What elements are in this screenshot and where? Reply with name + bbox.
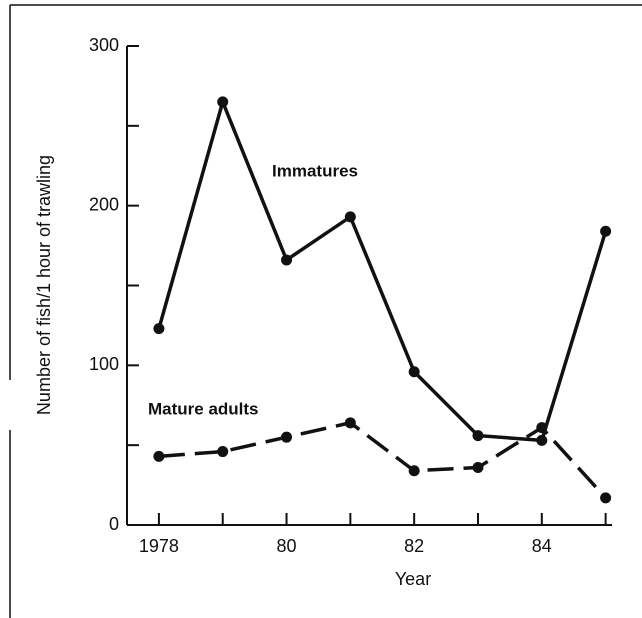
y-tick-label: 100 [89, 354, 119, 374]
data-point [600, 492, 612, 504]
series-line [157, 96, 608, 443]
data-point [281, 431, 293, 443]
x-tick-label: 84 [532, 536, 552, 556]
data-point [472, 430, 484, 442]
data-point [600, 225, 612, 237]
y-tick-label: 200 [89, 194, 119, 214]
x-tick-label: 82 [404, 536, 424, 556]
y-axis-label: Number of fish/1 hour of trawling [34, 155, 54, 415]
x-tick-label: 1978 [139, 536, 179, 556]
y-tick-label: 0 [109, 514, 119, 534]
data-point [281, 254, 293, 266]
data-point [408, 366, 420, 378]
series-label: Mature adults [148, 399, 259, 418]
data-point [536, 422, 548, 434]
data-point [217, 96, 229, 108]
series-label: Immatures [272, 161, 358, 180]
y-tick-label: 300 [89, 35, 119, 55]
x-tick-label: 80 [277, 536, 297, 556]
data-point [472, 462, 484, 474]
data-point [153, 450, 165, 462]
data-point [344, 211, 356, 223]
x-axis-label: Year [395, 569, 431, 589]
data-point [408, 465, 420, 477]
data-point [536, 434, 548, 446]
data-point [217, 446, 229, 458]
data-point [153, 323, 165, 335]
data-point [344, 417, 356, 429]
series-line [158, 420, 607, 500]
